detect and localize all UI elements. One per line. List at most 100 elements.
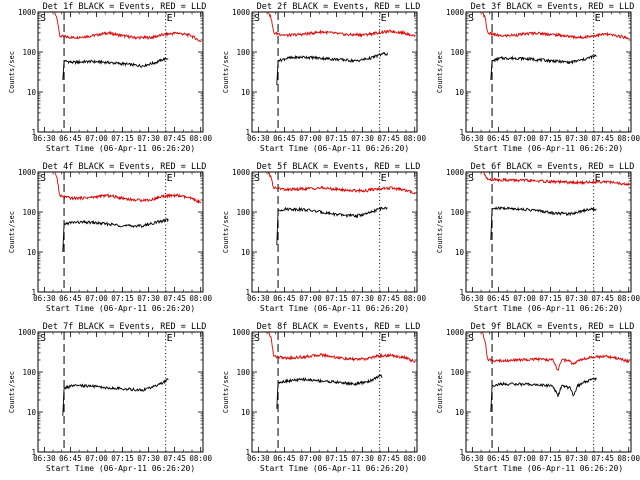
panel-title: Det 4f BLACK = Events, RED = LLD bbox=[43, 162, 207, 172]
x-tick-label: 07:15 bbox=[111, 454, 134, 463]
y-tick-label: 1 bbox=[459, 288, 464, 297]
x-tick-label: 06:45 bbox=[487, 454, 510, 463]
y-axis-label: Counts/sec bbox=[222, 51, 230, 93]
x-tick-label: 06:30 bbox=[247, 134, 270, 143]
y-tick-label: 10 bbox=[455, 88, 465, 97]
panel-title: Det 3f BLACK = Events, RED = LLD bbox=[471, 2, 635, 12]
y-tick-label: 1000 bbox=[232, 168, 251, 177]
start-marker-label: S bbox=[468, 173, 474, 184]
lld-series-line bbox=[267, 172, 416, 195]
x-tick-label: 06:30 bbox=[247, 294, 270, 303]
x-tick-label: 08:00 bbox=[403, 134, 426, 143]
y-tick-label: 1000 bbox=[446, 8, 465, 17]
series-group bbox=[481, 12, 630, 81]
x-axis-label: Start Time (06-Apr-11 06:26:20) bbox=[46, 304, 195, 313]
x-axis-label: Start Time (06-Apr-11 06:26:20) bbox=[474, 464, 623, 473]
x-tick-label: 07:00 bbox=[299, 294, 322, 303]
start-marker-label: S bbox=[254, 13, 260, 24]
panel-title: Det 6f BLACK = Events, RED = LLD bbox=[471, 162, 635, 172]
detector-panel-2: Det 2f BLACK = Events, RED = LLD 1 10 100 10… bbox=[222, 2, 426, 153]
panel-title: Det 2f BLACK = Events, RED = LLD bbox=[257, 2, 421, 12]
x-tick-label: 07:15 bbox=[539, 294, 562, 303]
x-tick-label: 06:30 bbox=[33, 454, 56, 463]
end-marker-label: E bbox=[595, 333, 601, 344]
x-tick-label: 07:45 bbox=[591, 454, 614, 463]
x-tick-label: 06:30 bbox=[461, 294, 484, 303]
y-axis-label: Counts/sec bbox=[222, 371, 230, 413]
x-tick-label: 07:15 bbox=[111, 294, 134, 303]
y-tick-label: 100 bbox=[236, 208, 250, 217]
x-tick-label: 07:30 bbox=[137, 134, 160, 143]
series-group bbox=[481, 332, 630, 413]
y-tick-label: 1 bbox=[459, 128, 464, 137]
y-tick-label: 1 bbox=[31, 288, 36, 297]
lld-series-line bbox=[267, 332, 416, 363]
y-tick-label: 10 bbox=[241, 88, 251, 97]
x-tick-label: 06:45 bbox=[59, 454, 82, 463]
y-tick-label: 1000 bbox=[18, 8, 37, 17]
x-tick-label: 07:30 bbox=[565, 294, 588, 303]
x-tick-label: 07:00 bbox=[299, 134, 322, 143]
x-tick-label: 07:15 bbox=[325, 454, 348, 463]
events-series-line bbox=[62, 218, 169, 253]
y-tick-label: 10 bbox=[27, 408, 37, 417]
lld-series-line bbox=[268, 12, 416, 38]
panel-title: Det 7f BLACK = Events, RED = LLD bbox=[43, 322, 207, 332]
y-tick-label: 1 bbox=[459, 448, 464, 457]
lld-series-line bbox=[54, 172, 202, 205]
y-axis-label: Counts/sec bbox=[8, 51, 16, 93]
x-tick-label: 07:30 bbox=[137, 294, 160, 303]
x-tick-label: 07:15 bbox=[325, 294, 348, 303]
x-tick-label: 07:00 bbox=[513, 294, 536, 303]
x-tick-label: 08:00 bbox=[617, 294, 640, 303]
end-marker-label: E bbox=[167, 333, 173, 344]
lld-series-line bbox=[482, 172, 630, 187]
x-tick-label: 08:00 bbox=[617, 134, 640, 143]
x-axis-label: Start Time (06-Apr-11 06:26:20) bbox=[474, 144, 623, 153]
x-tick-label: 07:30 bbox=[351, 134, 374, 143]
panel-title: Det 9f BLACK = Events, RED = LLD bbox=[471, 322, 635, 332]
series-group bbox=[55, 332, 169, 416]
y-tick-label: 10 bbox=[27, 88, 37, 97]
x-tick-label: 07:15 bbox=[539, 454, 562, 463]
x-tick-label: 06:45 bbox=[59, 294, 82, 303]
plot-frame bbox=[37, 11, 204, 133]
events-series-line bbox=[276, 374, 383, 409]
x-tick-label: 06:45 bbox=[273, 134, 296, 143]
plot-frame bbox=[465, 331, 632, 453]
detector-panel-6: Det 6f BLACK = Events, RED = LLD 1 10 100 10… bbox=[436, 162, 640, 313]
series-group bbox=[268, 12, 416, 86]
panel-title: Det 1f BLACK = Events, RED = LLD bbox=[43, 2, 207, 12]
panel-title: Det 8f BLACK = Events, RED = LLD bbox=[257, 322, 421, 332]
lld-series-line bbox=[481, 332, 630, 371]
start-marker-label: S bbox=[254, 333, 260, 344]
y-tick-label: 10 bbox=[27, 248, 37, 257]
x-tick-label: 06:45 bbox=[273, 294, 296, 303]
x-tick-label: 07:45 bbox=[163, 134, 186, 143]
x-tick-label: 06:30 bbox=[461, 134, 484, 143]
y-tick-label: 1 bbox=[245, 448, 250, 457]
y-tick-label: 1000 bbox=[232, 8, 251, 17]
x-axis-label: Start Time (06-Apr-11 06:26:20) bbox=[46, 464, 195, 473]
y-tick-label: 100 bbox=[236, 368, 250, 377]
x-tick-label: 07:15 bbox=[111, 134, 134, 143]
end-marker-label: E bbox=[381, 13, 387, 24]
series-group bbox=[54, 12, 202, 81]
x-axis-label: Start Time (06-Apr-11 06:26:20) bbox=[260, 304, 409, 313]
y-axis-label: Counts/sec bbox=[8, 371, 16, 413]
plot-frame bbox=[251, 331, 418, 453]
x-axis-label: Start Time (06-Apr-11 06:26:20) bbox=[260, 144, 409, 153]
y-tick-label: 1000 bbox=[446, 168, 465, 177]
y-tick-label: 100 bbox=[450, 208, 464, 217]
start-marker-label: S bbox=[40, 333, 46, 344]
end-marker-label: E bbox=[595, 13, 601, 24]
x-tick-label: 07:00 bbox=[85, 294, 108, 303]
detector-panel-7: Det 7f BLACK = Events, RED = LLD 1 10 100 10… bbox=[8, 322, 212, 473]
detector-panel-4: Det 4f BLACK = Events, RED = LLD 1 10 100 10… bbox=[8, 162, 212, 313]
y-tick-label: 1000 bbox=[18, 168, 37, 177]
events-series-line bbox=[276, 206, 388, 246]
plot-frame bbox=[251, 171, 418, 293]
x-tick-label: 07:45 bbox=[591, 134, 614, 143]
series-group bbox=[482, 172, 630, 241]
